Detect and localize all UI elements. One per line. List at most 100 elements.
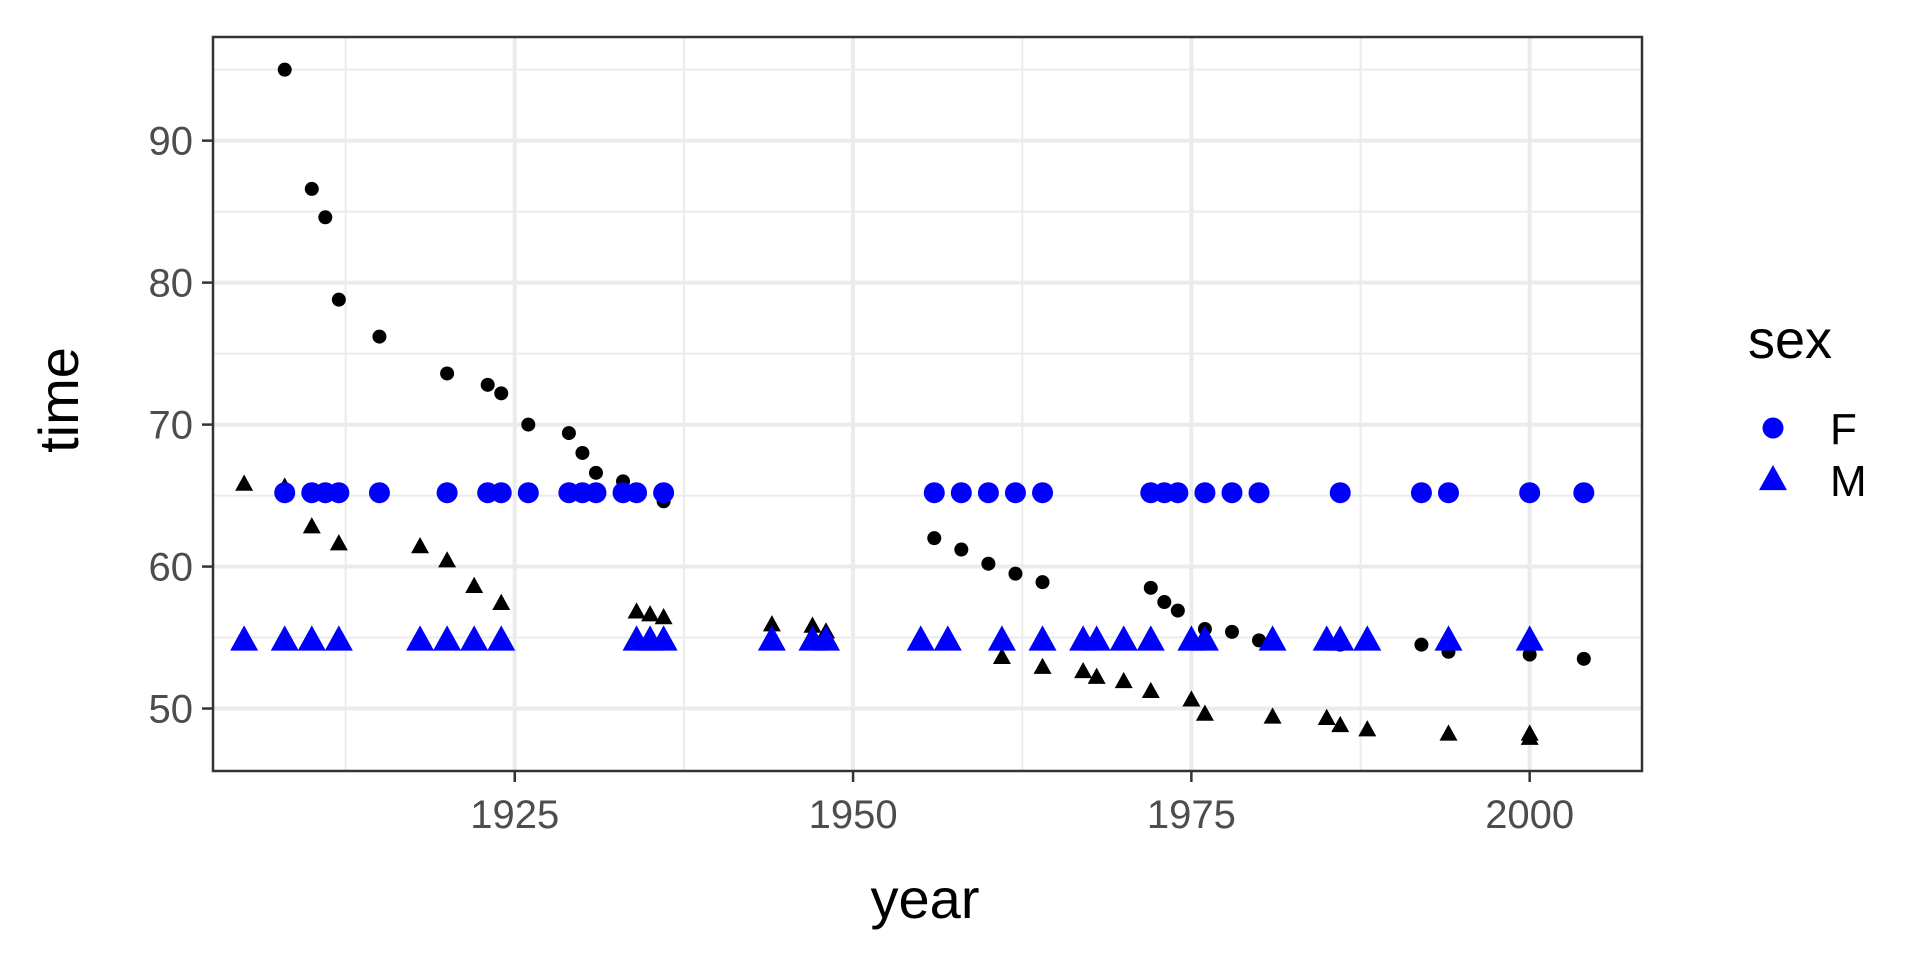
data-point-triangle — [1028, 625, 1057, 651]
data-point-circle — [1143, 580, 1158, 595]
data-point-triangle — [1182, 690, 1201, 707]
data-point-triangle — [1353, 625, 1382, 651]
data-point-triangle — [641, 605, 660, 622]
data-point-triangle — [1082, 625, 1111, 651]
data-point-circle — [950, 482, 972, 504]
data-point-triangle — [1331, 715, 1350, 733]
data-point-circle — [331, 292, 346, 307]
data-points — [230, 62, 1595, 745]
data-point-triangle — [757, 625, 786, 651]
data-point-circle — [585, 482, 607, 504]
data-point-circle — [561, 426, 576, 441]
data-point-triangle — [803, 616, 822, 633]
x-tick-label: 1925 — [470, 793, 559, 837]
data-point-circle — [490, 482, 512, 504]
y-tick-label: 80 — [149, 262, 194, 306]
data-point-circle — [1522, 647, 1537, 662]
data-point-circle — [1573, 482, 1595, 504]
data-point-circle — [480, 377, 495, 392]
data-point-circle — [517, 482, 539, 504]
data-point-circle — [1004, 482, 1026, 504]
legend-title: sex — [1748, 310, 1832, 370]
data-point-triangle — [460, 625, 489, 651]
y-tick-label: 70 — [149, 404, 194, 448]
data-point-circle — [1157, 595, 1172, 610]
data-point-triangle — [1109, 625, 1138, 651]
data-point-triangle — [987, 625, 1016, 651]
data-point-circle — [436, 482, 458, 504]
y-tick-label: 90 — [149, 120, 194, 164]
data-point-circle — [1224, 624, 1239, 639]
data-point-triangle — [1520, 728, 1539, 745]
data-point-circle — [1576, 651, 1591, 666]
data-point-triangle — [438, 551, 457, 568]
data-point-circle — [304, 181, 319, 196]
data-point-circle — [575, 445, 590, 460]
data-point-triangle — [812, 625, 841, 651]
data-point-circle — [1035, 575, 1050, 590]
data-point-triangle — [297, 625, 326, 651]
data-point-circle — [954, 542, 969, 557]
data-point-triangle — [302, 517, 321, 534]
x-tick-label: 1975 — [1147, 793, 1236, 837]
data-point-triangle — [1317, 708, 1336, 726]
data-point-triangle — [230, 625, 259, 651]
data-point-triangle — [1141, 681, 1160, 699]
data-point-circle — [1248, 482, 1270, 504]
data-point-triangle — [1358, 720, 1377, 737]
data-point-circle — [1167, 482, 1189, 504]
data-point-circle — [1194, 482, 1216, 504]
y-tick-label: 50 — [149, 688, 194, 732]
data-point-circle — [372, 329, 387, 344]
data-point-circle — [1410, 482, 1432, 504]
data-point-triangle — [270, 625, 299, 651]
data-point-triangle — [465, 576, 484, 593]
data-point-circle — [1170, 603, 1185, 618]
plot-panel — [213, 37, 1642, 771]
data-point-triangle — [1326, 625, 1355, 651]
data-point-circle — [368, 482, 390, 504]
data-point-triangle — [1258, 625, 1287, 651]
data-point-triangle — [1195, 704, 1214, 721]
data-point-triangle — [992, 647, 1011, 664]
axes: 1925 1950 1975 2000 50 60 70 80 90 — [149, 120, 1575, 837]
legend-label: M — [1830, 457, 1867, 506]
panel-background — [213, 37, 1642, 771]
data-point-triangle — [1190, 625, 1219, 651]
data-point-circle — [588, 465, 603, 480]
data-point-triangle — [627, 602, 646, 619]
data-point-triangle — [433, 625, 462, 651]
data-point-circle — [1414, 637, 1429, 652]
panel-border — [211, 35, 1644, 773]
data-point-circle — [653, 482, 675, 504]
legend-key-circle — [1762, 417, 1784, 439]
data-point-triangle — [487, 625, 516, 651]
data-point-triangle — [906, 625, 935, 651]
data-point-circle — [277, 62, 292, 77]
legend-key-triangle — [1759, 464, 1787, 491]
data-point-circle — [1519, 482, 1541, 504]
data-point-triangle — [654, 608, 673, 625]
plot-border — [211, 35, 1644, 773]
data-point-circle — [923, 482, 945, 504]
data-point-triangle — [933, 625, 962, 651]
data-point-triangle — [1263, 707, 1282, 724]
data-point-triangle — [1074, 661, 1093, 679]
data-point-circle — [494, 386, 509, 401]
legend: sex FM — [1748, 310, 1867, 506]
data-point-circle — [1032, 482, 1054, 504]
data-point-circle — [318, 210, 333, 225]
data-point-triangle — [411, 537, 430, 554]
data-point-triangle — [649, 625, 678, 651]
data-point-circle — [1221, 482, 1243, 504]
data-point-circle — [521, 417, 536, 432]
data-point-circle — [1008, 566, 1023, 581]
data-point-circle — [626, 482, 648, 504]
data-point-triangle — [329, 534, 348, 551]
data-point-triangle — [1087, 667, 1106, 684]
data-point-triangle — [492, 593, 511, 611]
x-tick-label: 2000 — [1485, 793, 1574, 837]
y-tick-label: 60 — [149, 546, 194, 590]
x-tick-label: 1950 — [809, 793, 898, 837]
